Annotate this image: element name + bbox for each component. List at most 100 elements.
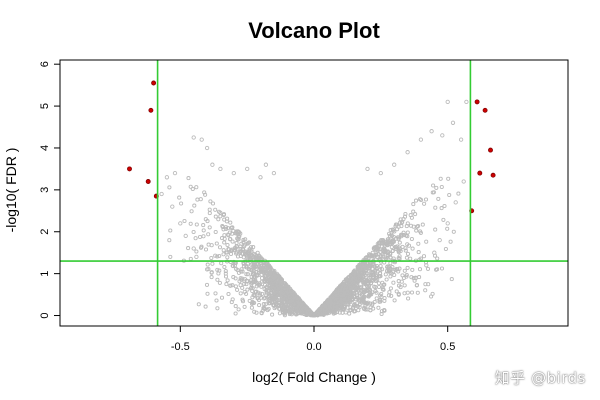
cloud-point	[357, 273, 362, 278]
cloud-point	[388, 261, 393, 266]
cloud-point	[325, 305, 330, 310]
x-tick-label: 0.0	[306, 341, 321, 353]
cloud-point	[287, 295, 292, 300]
cloud-point	[203, 304, 208, 309]
cloud-point	[365, 265, 370, 270]
cloud-point	[282, 288, 287, 293]
cloud-point	[387, 290, 392, 295]
cloud-point	[225, 255, 230, 260]
cloud-point	[250, 288, 255, 294]
cloud-point	[205, 262, 210, 267]
cloud-point	[228, 251, 234, 257]
cloud-point	[207, 207, 212, 212]
gene-point	[172, 170, 178, 176]
cloud-point	[204, 282, 210, 287]
cloud-point	[250, 299, 255, 305]
cloud-point	[217, 253, 222, 259]
cloud-point	[219, 261, 224, 266]
cloud-point	[378, 249, 383, 255]
cloud-point	[389, 245, 394, 250]
cloud-point	[294, 312, 299, 317]
y-tick-label: 6	[39, 61, 51, 67]
cloud-point	[404, 233, 409, 238]
cloud-point	[365, 278, 370, 284]
cloud-point	[402, 268, 407, 273]
cloud-point	[359, 285, 364, 290]
cloud-point	[371, 254, 376, 259]
cloud-point	[217, 280, 222, 285]
cloud-point	[386, 264, 392, 270]
cloud-point	[267, 268, 272, 273]
cloud-point	[282, 313, 287, 318]
cloud-point	[373, 289, 378, 294]
gene-point	[429, 129, 434, 134]
cloud-point	[248, 267, 253, 272]
cloud-point	[281, 304, 286, 309]
cloud-point	[218, 214, 223, 219]
cloud-point	[379, 238, 384, 243]
cloud-point	[430, 190, 435, 195]
cloud-point	[394, 266, 399, 272]
cloud-point	[411, 202, 416, 207]
cloud-point	[207, 211, 212, 216]
cloud-point	[418, 256, 424, 261]
cloud-point	[417, 275, 422, 280]
cloud-point	[368, 308, 373, 313]
cloud-point	[447, 192, 452, 198]
cloud-point	[245, 287, 250, 292]
cloud-point	[268, 271, 273, 276]
cloud-point	[420, 222, 425, 227]
cloud-point	[228, 283, 233, 288]
cloud-point	[363, 303, 368, 308]
cloud-point	[192, 203, 197, 208]
cloud-point	[206, 232, 211, 237]
cloud-point	[254, 284, 259, 289]
cloud-point	[213, 229, 218, 235]
cloud-point	[198, 197, 203, 202]
cloud-point	[203, 217, 208, 222]
cloud-point	[409, 290, 415, 295]
gene-point	[432, 250, 437, 255]
cloud-point	[374, 296, 379, 301]
cloud-point	[240, 297, 245, 302]
cloud-point	[271, 303, 276, 308]
cloud-point	[248, 253, 253, 258]
cloud-point	[256, 273, 261, 278]
cloud-point	[423, 288, 428, 293]
cloud-point	[224, 219, 229, 224]
gene-point	[271, 170, 277, 176]
cloud-point	[424, 239, 429, 244]
cloud-point	[343, 298, 348, 303]
cloud-point	[235, 287, 240, 292]
cloud-point	[209, 243, 214, 248]
x-tick-label: 0.5	[440, 341, 455, 353]
cloud-point	[195, 197, 200, 202]
cloud-point	[325, 300, 330, 305]
cloud-point	[255, 290, 261, 295]
cloud-point	[215, 267, 220, 272]
gene-point	[245, 166, 250, 172]
cloud-point	[405, 251, 411, 256]
cloud-point	[433, 205, 438, 210]
cloud-point	[448, 239, 453, 244]
cloud-point	[387, 231, 392, 236]
cloud-point	[210, 201, 216, 206]
cloud-point	[241, 264, 246, 269]
cloud-point	[207, 225, 212, 230]
cloud-point	[421, 254, 427, 259]
cloud-point	[279, 278, 284, 283]
cloud-point	[405, 290, 410, 295]
cloud-point	[245, 278, 250, 283]
cloud-point	[429, 294, 434, 299]
cloud-point	[386, 268, 391, 273]
x-axis: -0.5 0.0 0.5	[171, 326, 455, 353]
cloud-point	[188, 221, 193, 226]
cloud-point	[216, 209, 222, 214]
cloud-point	[230, 297, 235, 302]
cloud-point	[194, 185, 199, 190]
cloud-point	[270, 312, 275, 317]
cloud-point	[213, 207, 218, 212]
cloud-point	[254, 255, 259, 260]
cloud-point	[423, 282, 428, 287]
